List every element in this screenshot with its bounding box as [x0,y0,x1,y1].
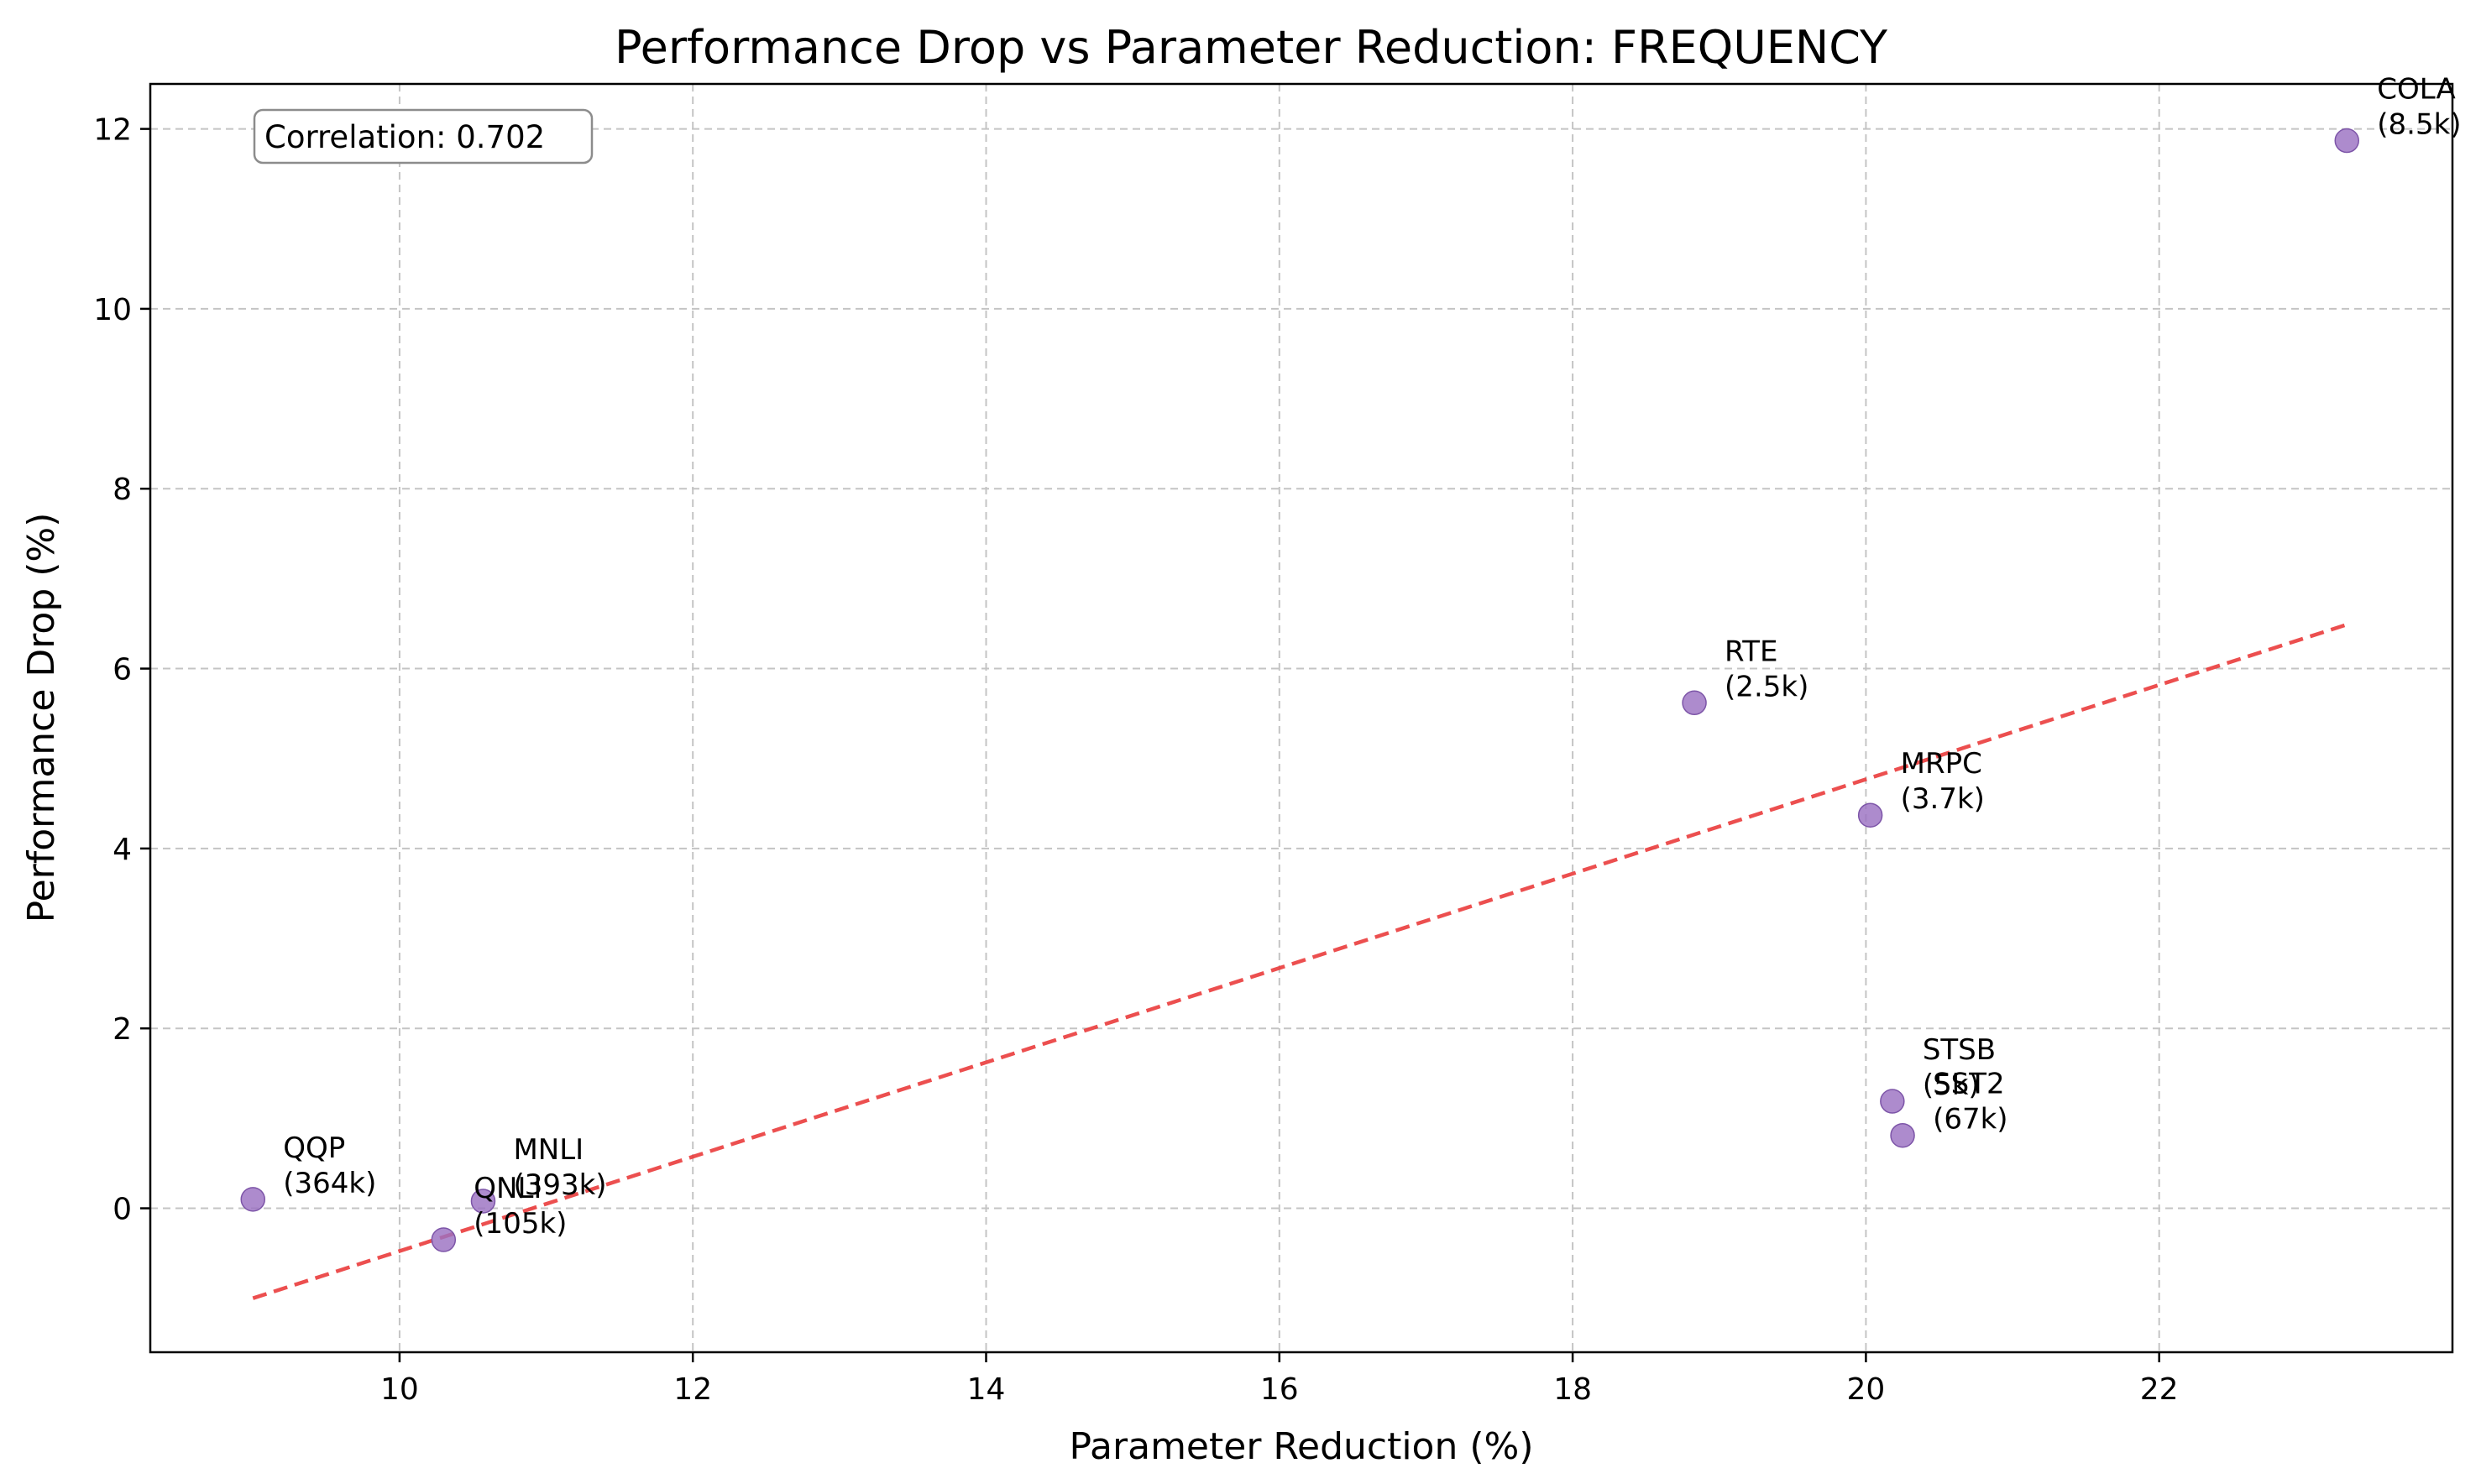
x-tick-label: 16 [1260,1372,1299,1407]
point-label-size: (2.5k) [1725,670,1808,703]
grid [150,84,2452,1352]
point-label-task: SST2 [1933,1068,2005,1101]
point-label-task: COLA [2377,73,2455,107]
y-tick-label: 10 [93,293,132,327]
point-label-size: (3.7k) [1901,782,1985,816]
y-tick-label: 8 [113,473,132,507]
chart-title: Performance Drop vs Parameter Reduction:… [615,21,1888,74]
y-tick-label: 0 [113,1193,132,1227]
point-label-task: MRPC [1901,747,1982,781]
data-point-mnli [470,1189,496,1214]
data-points [240,128,2360,1252]
point-label-task: QQP [283,1131,345,1165]
data-point-rte [1682,690,1707,716]
point-label-size: (5k) [1923,1069,1980,1102]
x-tick-label: 22 [2140,1372,2179,1407]
trend-line [252,621,2351,1300]
point-label-size: (8.5k) [2377,108,2461,142]
correlation-annotation: Correlation: 0.702 [253,108,594,165]
y-tick-label: 4 [113,833,132,867]
point-label-task: RTE [1725,635,1777,668]
x-axis-ticks: 10 12 14 16 18 20 22 [380,1352,2179,1407]
data-point-qnli [431,1227,457,1252]
y-axis-label: Performance Drop (%) [20,513,63,923]
point-label-size: (364k) [283,1167,376,1200]
y-tick-label: 2 [113,1012,132,1047]
correlation-box [253,108,594,165]
data-point-qqp [240,1187,266,1212]
point-label-task: MNLI [513,1133,584,1167]
x-tick-label: 18 [1553,1372,1592,1407]
data-point-cola [2334,128,2360,154]
data-point-stsb [1880,1089,1905,1114]
point-label-task: QNLI [474,1172,542,1205]
x-tick-label: 20 [1846,1372,1885,1407]
point-labels: QQP(364k) QNLI(105k) MNLI(393k) RTE(2.5k) MR… [283,73,2461,1241]
point-label-size: (67k) [1933,1103,2007,1137]
y-tick-label: 12 [93,113,132,148]
y-tick-label: 6 [113,653,132,687]
point-label-task: STSB [1923,1033,1996,1067]
x-tick-label: 10 [380,1372,419,1407]
data-point-mrpc [1857,802,1883,828]
data-point-sst2 [1890,1122,1915,1148]
x-axis-label: Parameter Reduction (%) [1070,1425,1534,1468]
x-tick-label: 12 [673,1372,712,1407]
x-tick-label: 14 [967,1372,1006,1407]
point-label-size: (105k) [474,1207,567,1241]
plot-frame [149,82,2454,1354]
point-label-size: (393k) [513,1168,606,1202]
y-axis-ticks: 0 2 4 6 8 10 12 [93,113,150,1227]
correlation-text: Correlation: 0.702 [264,119,545,155]
